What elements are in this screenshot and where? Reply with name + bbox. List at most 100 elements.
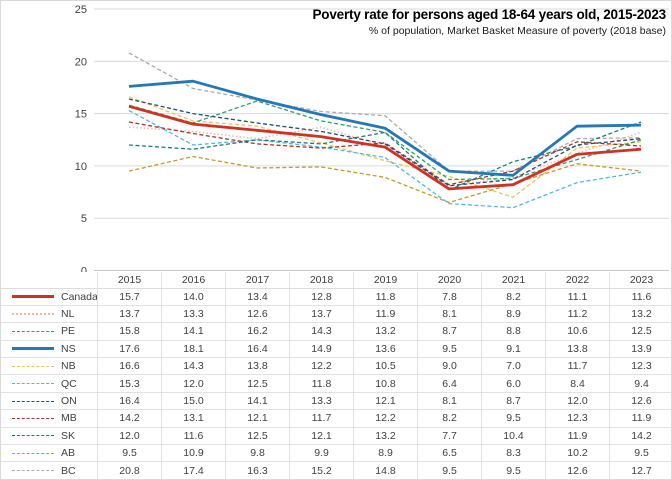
value-cell: 14.1 xyxy=(161,323,225,340)
value-cell: 14.2 xyxy=(97,410,161,427)
value-cell: 9.5 xyxy=(609,445,671,462)
value-cell: 11.2 xyxy=(545,305,609,323)
value-cell: 12.3 xyxy=(609,358,671,375)
region-name: NL xyxy=(61,308,75,321)
region-label-cell: AB xyxy=(1,445,97,461)
value-cell: 15.8 xyxy=(97,323,161,340)
value-cell: 16.6 xyxy=(97,358,161,375)
value-cell: 13.9 xyxy=(609,340,671,358)
region-name: SK xyxy=(61,429,76,442)
value-cell: 11.8 xyxy=(289,375,353,392)
table-row-ab: AB 9.5 10.9 9.8 9.9 8.9 6.5 8.3 10.2 9.5 xyxy=(1,445,671,463)
legend-swatch-ns-line-icon xyxy=(12,347,54,351)
value-cell: 16.3 xyxy=(225,462,289,479)
value-cell: 16.4 xyxy=(97,392,161,410)
value-cell: 9.5 xyxy=(481,410,545,427)
value-cell: 12.7 xyxy=(609,462,671,479)
value-cell: 13.1 xyxy=(161,410,225,427)
value-cell: 16.2 xyxy=(225,323,289,340)
value-cell: 14.2 xyxy=(609,427,671,445)
legend-swatch-nb-line-icon xyxy=(12,365,54,367)
value-cell: 12.1 xyxy=(289,427,353,445)
value-cell: 8.8 xyxy=(481,323,545,340)
value-cell: 13.3 xyxy=(289,392,353,410)
title-block: Poverty rate for persons aged 18-64 year… xyxy=(313,7,667,37)
value-cell: 8.2 xyxy=(417,410,481,427)
region-name: NB xyxy=(61,360,76,373)
value-cell: 12.6 xyxy=(225,305,289,323)
table-row-qc: QC 15.3 12.0 12.5 11.8 10.8 6.4 6.0 8.4 9.4 xyxy=(1,375,671,393)
series-line-ab xyxy=(128,155,642,204)
series-line-on xyxy=(128,98,642,187)
value-cell: 12.0 xyxy=(545,392,609,410)
value-cell: 8.3 xyxy=(481,445,545,462)
value-cell: 10.5 xyxy=(353,358,417,375)
region-label-cell: PE xyxy=(1,323,97,339)
value-cell: 11.8 xyxy=(353,288,417,305)
value-cell: 13.2 xyxy=(353,323,417,340)
value-cell: 12.1 xyxy=(353,392,417,410)
region-label-cell: SK xyxy=(1,428,97,444)
value-cell: 13.6 xyxy=(353,340,417,358)
value-cell: 10.4 xyxy=(481,427,545,445)
value-cell: 11.7 xyxy=(289,410,353,427)
y-axis-tick-label: 10 xyxy=(75,161,87,173)
value-cell: 12.6 xyxy=(609,392,671,410)
table-row-canada: Canada 15.7 14.0 13.4 12.8 11.8 7.8 8.2 11.1 11.6 xyxy=(1,288,671,306)
value-cell: 9.5 xyxy=(97,445,161,462)
value-cell: 8.2 xyxy=(481,288,545,305)
table-corner-cell xyxy=(1,272,97,288)
value-cell: 14.3 xyxy=(289,323,353,340)
series-line-bc xyxy=(128,52,642,172)
year-header-cell: 2017 xyxy=(225,272,289,288)
value-cell: 7.7 xyxy=(417,427,481,445)
value-cell: 11.7 xyxy=(545,358,609,375)
value-cell: 12.0 xyxy=(97,427,161,445)
region-name: NS xyxy=(61,342,76,355)
table-row-bc: BC 20.8 17.4 16.3 15.2 14.8 9.5 9.5 12.6 12.7 xyxy=(1,462,671,479)
region-name: AB xyxy=(61,447,76,460)
value-cell: 18.1 xyxy=(161,340,225,358)
legend-swatch-ab-line-icon xyxy=(12,452,54,454)
value-cell: 15.7 xyxy=(97,288,161,305)
value-cell: 11.9 xyxy=(609,410,671,427)
value-cell: 9.9 xyxy=(289,445,353,462)
y-axis-tick-label: 15 xyxy=(75,109,87,121)
legend-swatch-nl-line-icon xyxy=(12,313,54,316)
value-cell: 8.7 xyxy=(481,392,545,410)
value-cell: 13.8 xyxy=(545,340,609,358)
value-cell: 14.9 xyxy=(289,340,353,358)
legend-swatch-mb-line-icon xyxy=(12,417,54,419)
year-header-cell: 2023 xyxy=(609,272,671,288)
series-line-qc xyxy=(128,109,642,209)
value-cell: 15.3 xyxy=(97,375,161,392)
value-cell: 7.8 xyxy=(417,288,481,305)
value-cell: 12.6 xyxy=(545,462,609,479)
value-cell: 15.0 xyxy=(161,392,225,410)
year-header-cell: 2016 xyxy=(161,272,225,288)
value-cell: 9.5 xyxy=(417,462,481,479)
value-cell: 12.5 xyxy=(609,323,671,340)
year-header-cell: 2019 xyxy=(353,272,417,288)
value-cell: 12.8 xyxy=(289,288,353,305)
year-header-cell: 2022 xyxy=(545,272,609,288)
value-cell: 14.8 xyxy=(353,462,417,479)
value-cell: 17.6 xyxy=(97,340,161,358)
value-cell: 17.4 xyxy=(161,462,225,479)
region-label-cell: NS xyxy=(1,341,97,357)
value-cell: 16.4 xyxy=(225,340,289,358)
value-cell: 12.1 xyxy=(225,410,289,427)
value-cell: 9.5 xyxy=(481,462,545,479)
series-line-ns xyxy=(128,79,642,177)
table-header-row: 2015 2016 2017 2018 2019 2020 2021 2022 2023 xyxy=(1,272,671,289)
value-cell: 12.3 xyxy=(545,410,609,427)
value-cell: 9.8 xyxy=(225,445,289,462)
region-name: ON xyxy=(61,395,77,408)
region-label-cell: ON xyxy=(1,393,97,409)
legend-swatch-canada-line-icon xyxy=(12,295,54,299)
table-row-on: ON 16.4 15.0 14.1 13.3 12.1 8.1 8.7 12.0 12.6 xyxy=(1,392,671,411)
y-axis-tick-label: 5 xyxy=(81,213,87,225)
value-cell: 8.9 xyxy=(353,445,417,462)
legend-swatch-pe-line-icon xyxy=(12,330,54,332)
